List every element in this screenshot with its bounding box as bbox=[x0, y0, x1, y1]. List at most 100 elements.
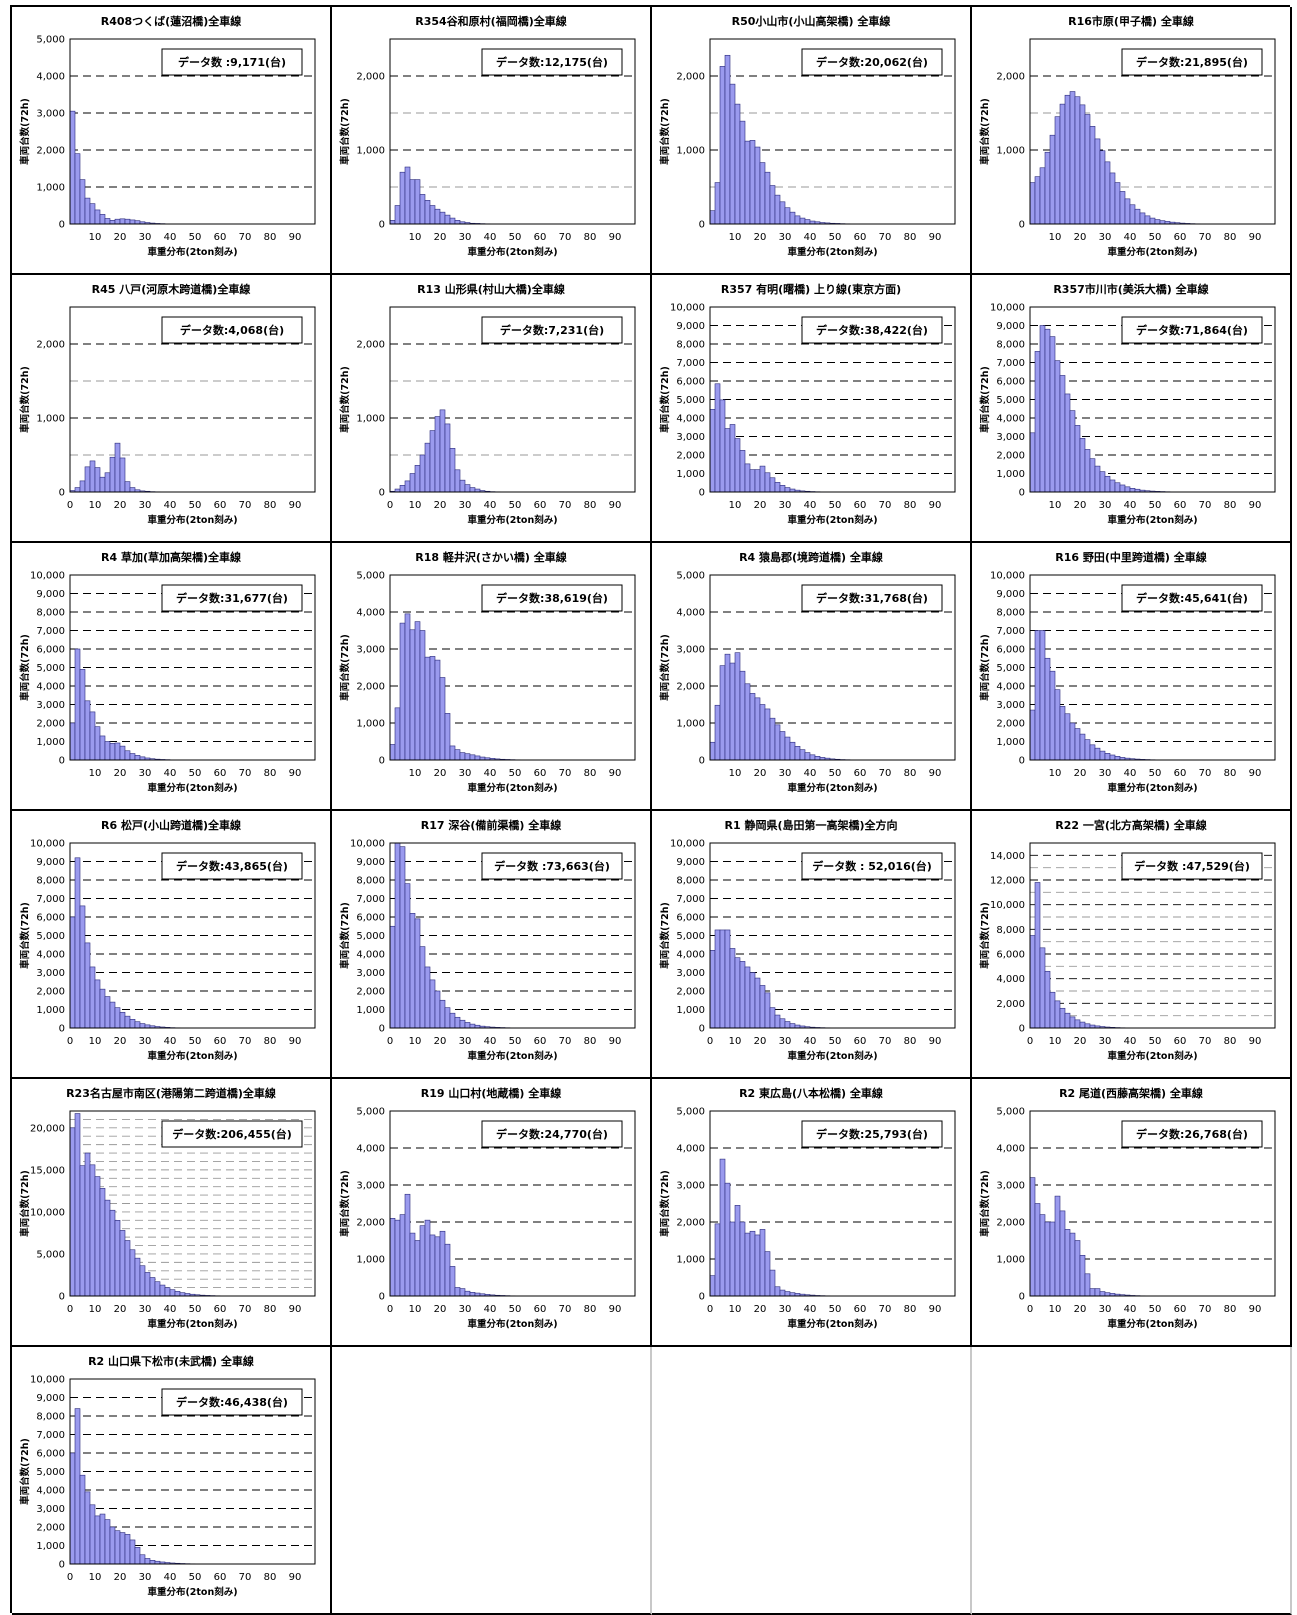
bar bbox=[100, 1514, 105, 1564]
y-tick-label: 5,000 bbox=[36, 663, 65, 674]
y-tick-label: 0 bbox=[379, 220, 385, 231]
bar bbox=[85, 198, 90, 224]
empty-panel bbox=[652, 1347, 972, 1615]
x-tick-label: 60 bbox=[534, 1304, 547, 1315]
bar bbox=[430, 431, 435, 492]
bar bbox=[745, 967, 750, 1028]
bar bbox=[1035, 177, 1040, 224]
x-tick-label: 90 bbox=[1249, 232, 1262, 243]
y-tick-label: 0 bbox=[59, 1292, 65, 1303]
x-tick-label: 50 bbox=[1149, 768, 1162, 779]
bar bbox=[120, 219, 125, 224]
histogram-svg: R23名古屋市南区(港陽第二跨道橋)全車線05,00010,00015,0002… bbox=[12, 1079, 330, 1345]
y-tick-label: 0 bbox=[1019, 220, 1025, 231]
x-axis-label: 車重分布(2ton刻み) bbox=[467, 246, 557, 258]
x-axis-label: 車重分布(2ton刻み) bbox=[467, 514, 557, 526]
y-tick-label: 1,000 bbox=[356, 1005, 385, 1016]
bar bbox=[1035, 631, 1040, 761]
bar bbox=[1085, 449, 1090, 492]
y-tick-label: 5,000 bbox=[356, 1107, 385, 1118]
x-tick-label: 60 bbox=[854, 768, 867, 779]
x-tick-label: 90 bbox=[1249, 500, 1262, 511]
bar bbox=[445, 1008, 450, 1028]
bar bbox=[425, 200, 430, 224]
y-tick-label: 10,000 bbox=[990, 900, 1025, 911]
y-tick-label: 9,000 bbox=[676, 321, 705, 332]
bar bbox=[1090, 459, 1095, 492]
bar bbox=[390, 220, 395, 224]
y-tick-label: 5,000 bbox=[676, 395, 705, 406]
bar bbox=[745, 141, 750, 224]
y-tick-label: 8,000 bbox=[36, 608, 65, 619]
bar bbox=[85, 467, 90, 492]
bar bbox=[775, 725, 780, 760]
x-tick-label: 90 bbox=[1249, 1036, 1262, 1047]
data-count-label: データ数:21,895(台) bbox=[1136, 55, 1248, 69]
y-tick-label: 1,000 bbox=[996, 146, 1025, 157]
bar bbox=[1065, 1229, 1070, 1296]
bar bbox=[75, 154, 80, 224]
y-tick-label: 3,000 bbox=[996, 432, 1025, 443]
y-axis-label: 車両台数(72h) bbox=[339, 634, 351, 701]
x-tick-label: 70 bbox=[1199, 500, 1212, 511]
x-tick-label: 40 bbox=[1124, 500, 1137, 511]
x-tick-label: 0 bbox=[67, 500, 73, 511]
bar bbox=[755, 470, 760, 492]
data-count-label: データ数:12,175(台) bbox=[496, 55, 608, 69]
y-tick-label: 2,000 bbox=[356, 340, 385, 351]
bar bbox=[70, 111, 75, 224]
chart-title: R19 山口村(地蔵橋) 全車線 bbox=[421, 1086, 562, 1100]
data-count-label: データ数:31,768(台) bbox=[816, 591, 928, 605]
bar bbox=[80, 1166, 85, 1296]
bar bbox=[1040, 1215, 1045, 1296]
y-tick-label: 10,000 bbox=[350, 839, 385, 850]
bar bbox=[465, 1022, 470, 1028]
histogram-svg: R408つくば(蓮沼橋)全車線01,0002,0003,0004,0005,00… bbox=[12, 7, 330, 273]
bar bbox=[1100, 751, 1105, 760]
bar bbox=[435, 209, 440, 224]
bar bbox=[125, 751, 130, 760]
y-axis-label: 車両台数(72h) bbox=[979, 366, 991, 433]
bar bbox=[85, 1492, 90, 1564]
x-tick-label: 60 bbox=[1174, 768, 1187, 779]
histogram-svg: R4 草加(草加高架橋)全車線01,0002,0003,0004,0005,00… bbox=[12, 543, 330, 809]
y-tick-label: 4,000 bbox=[356, 950, 385, 961]
x-tick-label: 70 bbox=[239, 1572, 252, 1583]
bar bbox=[725, 55, 730, 224]
bar bbox=[1140, 213, 1145, 224]
y-tick-label: 5,000 bbox=[676, 931, 705, 942]
y-tick-label: 2,000 bbox=[36, 340, 65, 351]
bar bbox=[165, 1288, 170, 1296]
bar bbox=[415, 465, 420, 492]
bar bbox=[95, 727, 100, 760]
y-tick-label: 9,000 bbox=[36, 589, 65, 600]
x-tick-label: 50 bbox=[509, 1304, 522, 1315]
x-tick-label: 50 bbox=[829, 1036, 842, 1047]
x-tick-label: 30 bbox=[1099, 1036, 1112, 1047]
data-count-label: データ数:38,422(台) bbox=[816, 323, 928, 337]
bar bbox=[70, 1128, 75, 1296]
bar bbox=[95, 980, 100, 1028]
x-tick-label: 70 bbox=[239, 1036, 252, 1047]
bar bbox=[130, 1540, 135, 1564]
bar bbox=[1045, 329, 1050, 492]
bar bbox=[710, 211, 715, 224]
bar bbox=[140, 1024, 145, 1028]
y-tick-label: 5,000 bbox=[996, 1107, 1025, 1118]
x-tick-label: 80 bbox=[264, 768, 277, 779]
x-tick-label: 20 bbox=[754, 1304, 767, 1315]
bar bbox=[1085, 740, 1090, 760]
bar bbox=[135, 1547, 140, 1564]
x-tick-label: 90 bbox=[1249, 1304, 1262, 1315]
bar bbox=[465, 485, 470, 492]
x-tick-label: 90 bbox=[609, 232, 622, 243]
x-tick-label: 60 bbox=[214, 500, 227, 511]
y-tick-label: 10,000 bbox=[30, 1375, 65, 1386]
x-tick-label: 60 bbox=[214, 768, 227, 779]
bar bbox=[130, 1250, 135, 1296]
bar bbox=[440, 1000, 445, 1028]
y-tick-label: 4,000 bbox=[676, 950, 705, 961]
